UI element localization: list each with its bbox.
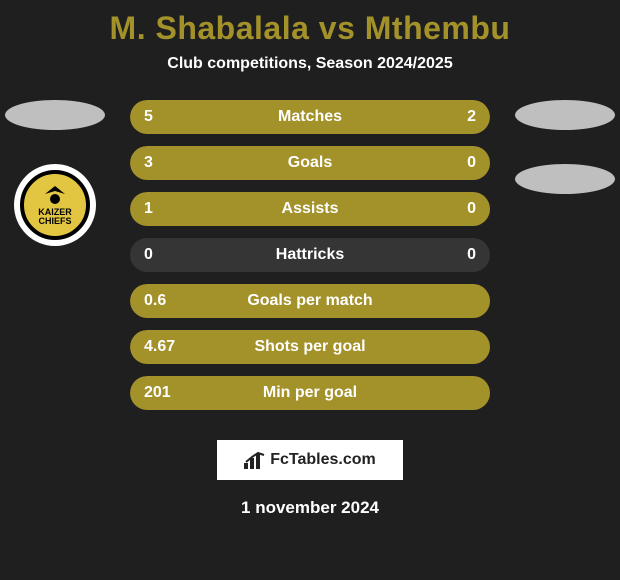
stat-value-left: 5	[144, 108, 153, 126]
stat-metric-label: Goals	[288, 154, 332, 172]
stat-metric-label: Assists	[282, 200, 339, 218]
page-title: M. Shabalala vs Mthembu	[0, 0, 620, 47]
stat-value-left: 4.67	[144, 338, 175, 356]
left-club-badge: KAIZER CHIEFS	[14, 164, 96, 246]
club-badge-art: KAIZER CHIEFS	[24, 184, 86, 226]
stat-bar: 3 0 Goals	[130, 146, 490, 180]
stat-value-left: 1	[144, 200, 153, 218]
stat-metric-label: Hattricks	[276, 246, 344, 264]
right-club-badge-placeholder	[515, 164, 615, 194]
fctables-label: FcTables.com	[270, 451, 376, 469]
page-subtitle: Club competitions, Season 2024/2025	[0, 55, 620, 73]
left-player-photo-placeholder	[5, 100, 105, 130]
stat-value-right: 0	[467, 246, 476, 264]
fctables-watermark: FcTables.com	[217, 440, 403, 480]
stat-metric-label: Min per goal	[263, 384, 357, 402]
stat-metric-label: Matches	[278, 108, 342, 126]
stat-bars: 5 2 Matches 3 0 Goals 1 0 Assists 0 0 Hattricks 0.6 G…	[130, 100, 490, 410]
stat-bar: 201 Min per goal	[130, 376, 490, 410]
stat-value-left: 201	[144, 384, 171, 402]
left-player-column: KAIZER CHIEFS	[0, 100, 110, 246]
club-badge-inner: KAIZER CHIEFS	[20, 170, 90, 240]
stat-value-left: 3	[144, 154, 153, 172]
fctables-icon	[244, 451, 266, 469]
right-player-photo-placeholder	[515, 100, 615, 130]
stat-bar: 0.6 Goals per match	[130, 284, 490, 318]
stat-metric-label: Shots per goal	[254, 338, 365, 356]
stat-bar: 5 2 Matches	[130, 100, 490, 134]
stat-fill-left	[130, 100, 387, 134]
stat-value-right: 0	[467, 154, 476, 172]
stat-metric-label: Goals per match	[247, 292, 372, 310]
stat-value-right: 2	[467, 108, 476, 126]
right-player-column	[510, 100, 620, 194]
stat-bar: 0 0 Hattricks	[130, 238, 490, 272]
snapshot-date: 1 november 2024	[0, 498, 620, 518]
stat-value-right: 0	[467, 200, 476, 218]
comparison-card: M. Shabalala vs Mthembu Club competition…	[0, 0, 620, 580]
stat-value-left: 0.6	[144, 292, 166, 310]
stat-value-left: 0	[144, 246, 153, 264]
stat-bar: 1 0 Assists	[130, 192, 490, 226]
stat-bar: 4.67 Shots per goal	[130, 330, 490, 364]
club-badge-label: KAIZER CHIEFS	[38, 207, 72, 226]
